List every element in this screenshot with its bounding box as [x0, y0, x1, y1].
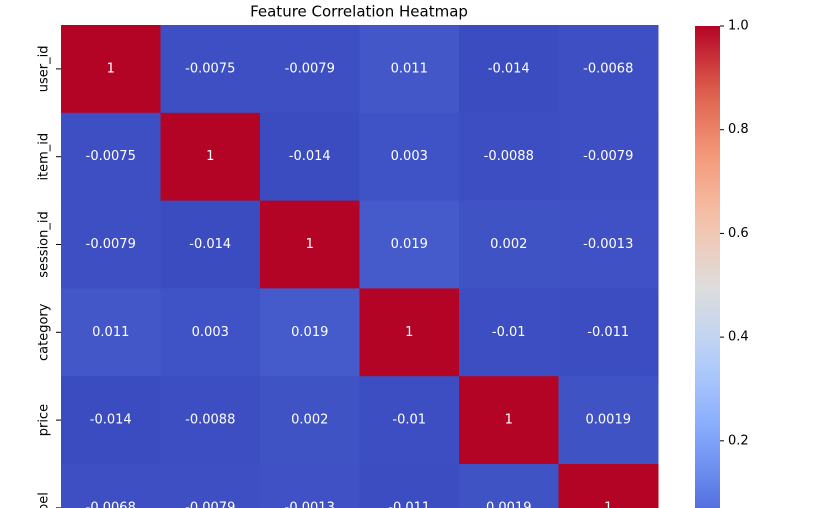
cell-label: -0.0068: [583, 61, 633, 76]
row-label: price: [37, 404, 52, 436]
cell-label: -0.0088: [185, 413, 235, 428]
cell-label: 0.002: [291, 413, 328, 428]
cell-label: 0.0019: [586, 413, 632, 428]
heatmap-cell: [558, 376, 659, 465]
row-label: user_id: [37, 46, 52, 93]
heatmap-cell: [160, 376, 261, 465]
heatmap-cell: [160, 464, 261, 508]
cell-label: 1: [206, 149, 214, 164]
heatmap-cell: [260, 25, 360, 114]
heatmap-cell: [359, 464, 460, 508]
colorbar-tick-label: 0.8: [728, 122, 749, 137]
cell-label: 0.0019: [486, 500, 532, 508]
heatmap-cell: [260, 464, 360, 508]
cell-label: -0.0075: [185, 61, 235, 76]
cell-label: -0.011: [388, 500, 430, 508]
cell-label: -0.01: [492, 325, 526, 340]
heatmap-cell: [459, 25, 559, 114]
cell-label: -0.014: [189, 237, 231, 252]
heatmap-cell: [61, 200, 161, 289]
heatmap-cell: [160, 25, 261, 114]
heatmap-cell: [459, 376, 559, 465]
cell-label: 0.003: [391, 149, 428, 164]
cell-label: -0.014: [488, 61, 530, 76]
heatmap-cell: [160, 112, 261, 202]
cell-label: -0.0079: [185, 500, 235, 508]
heatmap-cell: [260, 200, 360, 289]
cell-label: -0.0013: [583, 237, 633, 252]
heatmap-cell: [61, 464, 161, 508]
colorbar-tick-label: 0.6: [728, 226, 749, 241]
cell-label: 0.011: [391, 61, 428, 76]
heatmap-cell: [558, 200, 659, 289]
cell-label: 0.019: [391, 237, 428, 252]
cell-label: 1: [505, 413, 513, 428]
row-label: item_id: [37, 133, 52, 181]
cell-label: -0.0079: [86, 237, 136, 252]
cell-label: -0.014: [289, 149, 331, 164]
colorbar: [695, 26, 720, 508]
cell-label: 1: [405, 325, 413, 340]
cell-label: -0.0068: [86, 500, 136, 508]
heatmap-cell: [459, 464, 559, 508]
heatmap-cell: [459, 200, 559, 289]
heatmap-cell: [359, 25, 460, 114]
cell-label: 1: [604, 500, 612, 508]
colorbar-tick-label: 1.0: [728, 19, 749, 34]
colorbar-tick-label: 0.4: [728, 330, 749, 345]
heatmap-cell: [61, 288, 161, 377]
heatmap-cell: [61, 112, 161, 202]
heatmap-cell: [359, 288, 460, 377]
cell-label: -0.0013: [285, 500, 335, 508]
cell-label: 0.011: [92, 325, 129, 340]
heatmap-cell: [160, 200, 261, 289]
cell-label: 0.002: [490, 237, 527, 252]
chart-title: Feature Correlation Heatmap: [250, 3, 468, 21]
cell-label: 0.003: [192, 325, 229, 340]
row-label: session_id: [37, 211, 52, 278]
heatmap-cell: [359, 200, 460, 289]
cell-label: -0.0075: [86, 149, 136, 164]
heatmap-cell: [558, 288, 659, 377]
row-label: category: [37, 303, 52, 361]
cell-label: -0.014: [90, 413, 132, 428]
cell-label: -0.01: [392, 413, 426, 428]
cell-label: -0.0079: [285, 61, 335, 76]
cell-label: -0.0079: [583, 149, 633, 164]
heatmap-cell: [260, 376, 360, 465]
heatmap-cell: [260, 288, 360, 377]
cell-label: 1: [306, 237, 314, 252]
heatmap-cell: [558, 25, 659, 114]
cell-label: -0.011: [587, 325, 629, 340]
heatmap-cell: [558, 464, 659, 508]
heatmap-cell: [160, 288, 261, 377]
colorbar-tick-label: 0.2: [728, 433, 749, 448]
heatmap-cell: [61, 25, 161, 114]
heatmap-cell: [359, 112, 460, 202]
row-label: label: [37, 492, 52, 508]
heatmap-cell: [459, 288, 559, 377]
heatmap-cell: [558, 112, 659, 202]
cell-label: 0.019: [291, 325, 328, 340]
heatmap-cell: [459, 112, 559, 202]
heatmap-cell: [359, 376, 460, 465]
heatmap-cell: [260, 112, 360, 202]
heatmap-cell: [61, 376, 161, 465]
cell-label: 1: [107, 61, 115, 76]
cell-label: -0.0088: [484, 149, 534, 164]
